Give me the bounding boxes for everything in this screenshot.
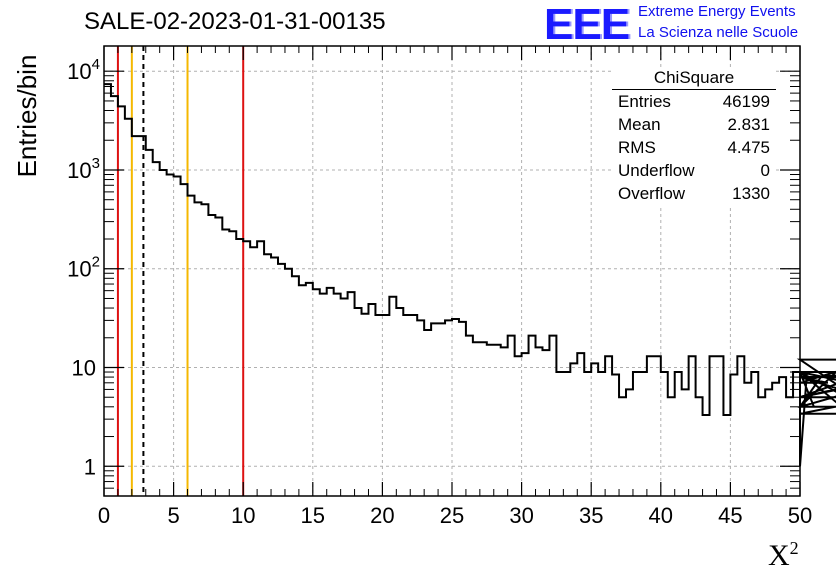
stats-label: Underflow: [618, 161, 695, 180]
y-tick-label: 104: [67, 56, 100, 84]
stats-value: 4.475: [727, 138, 770, 157]
histogram-series: [104, 83, 836, 467]
stats-value: 0: [760, 161, 770, 180]
stats-label: Mean: [618, 115, 661, 134]
stats-value: 2.831: [727, 115, 770, 134]
x-tick-label: 25: [440, 503, 464, 528]
stats-row: Entries 46199: [612, 90, 776, 113]
stats-label: RMS: [618, 138, 656, 157]
x-axis-label: X2: [768, 538, 799, 572]
eee-logo: EEE: [544, 0, 630, 49]
stats-row: RMS 4.475: [612, 136, 776, 159]
y-tick-label: 1: [84, 454, 96, 479]
stats-value: 1330: [732, 184, 770, 203]
grid-lines: [104, 46, 800, 496]
x-tick-label: 35: [579, 503, 603, 528]
stats-row: Mean 2.831: [612, 113, 776, 136]
x-tick-label: 45: [718, 503, 742, 528]
x-tick-label: 0: [98, 503, 110, 528]
stats-value: 46199: [722, 92, 770, 111]
stats-label: Entries: [618, 92, 671, 111]
y-tick-label: 102: [67, 254, 100, 282]
y-axis-label: Entries/bin: [12, 54, 42, 178]
x-tick-label: 10: [231, 503, 255, 528]
x-tick-label: 40: [649, 503, 673, 528]
stats-label: Overflow: [618, 184, 686, 203]
reference-lines: [116, 46, 245, 496]
y-tick-labels: 1 10 102 103 104: [67, 56, 100, 479]
logo-line-2: La Scienza nelle Scuole: [638, 24, 799, 41]
stats-box: ChiSquare Entries 46199 Mean 2.831 RMS 4.47…: [612, 68, 776, 205]
x-tick-label: 30: [509, 503, 533, 528]
x-tick-label: 5: [167, 503, 179, 528]
x-tick-label: 50: [788, 503, 812, 528]
stats-row: Overflow 1330: [612, 182, 776, 205]
x-tick-label: 15: [301, 503, 325, 528]
logo-line-1: Extreme Energy Events: [638, 3, 796, 20]
y-tick-label: 103: [67, 155, 100, 183]
x-tick-labels: 0 5 10 15 20 25 30 35 40 45 50: [98, 503, 812, 528]
y-tick-label: 10: [72, 356, 96, 381]
stats-row: Underflow 0: [612, 159, 776, 182]
axis-ticks: [103, 46, 801, 496]
stats-name: ChiSquare: [612, 68, 776, 90]
x-tick-label: 20: [370, 503, 394, 528]
chart-title: SALE-02-2023-01-31-00135: [84, 8, 386, 35]
